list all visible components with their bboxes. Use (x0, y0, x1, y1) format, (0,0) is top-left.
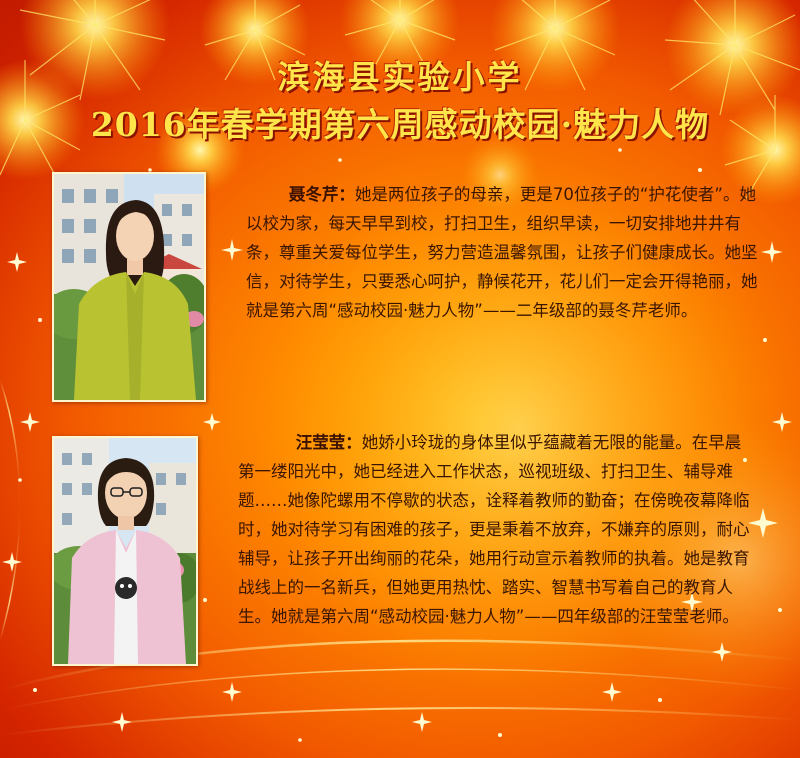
teacher-photo-2 (52, 436, 198, 666)
teacher-bio-text-1: 她是两位孩子的母亲，更是70位孩子的“护花使者”。她以校为家，每天早早到校，打扫… (246, 185, 758, 320)
poster-subtitle: 2016年春学期第六周感动校园·魅力人物 (90, 105, 710, 144)
teacher-portrait-2 (54, 438, 196, 664)
swoosh-lines (0, 379, 800, 736)
teacher-bio-2: 汪莹莹：她娇小玲珑的身体里似乎蕴藏着无限的能量。在早晨第一缕阳光中，她已经进入工… (238, 428, 756, 631)
school-name: 滨海县实验小学 (277, 58, 523, 96)
teacher-name-1: 聂冬芹： (288, 185, 355, 204)
teacher-portrait-1 (54, 174, 204, 400)
teacher-photo-1 (52, 172, 206, 402)
sparkles (2, 148, 792, 742)
teacher-name-2: 汪莹莹： (295, 433, 362, 452)
teacher-bio-1: 聂冬芹：她是两位孩子的母亲，更是70位孩子的“护花使者”。她以校为家，每天早早到… (246, 180, 760, 325)
teacher-bio-text-2: 她娇小玲珑的身体里似乎蕴藏着无限的能量。在早晨第一缕阳光中，她已经进入工作状态，… (238, 433, 750, 626)
